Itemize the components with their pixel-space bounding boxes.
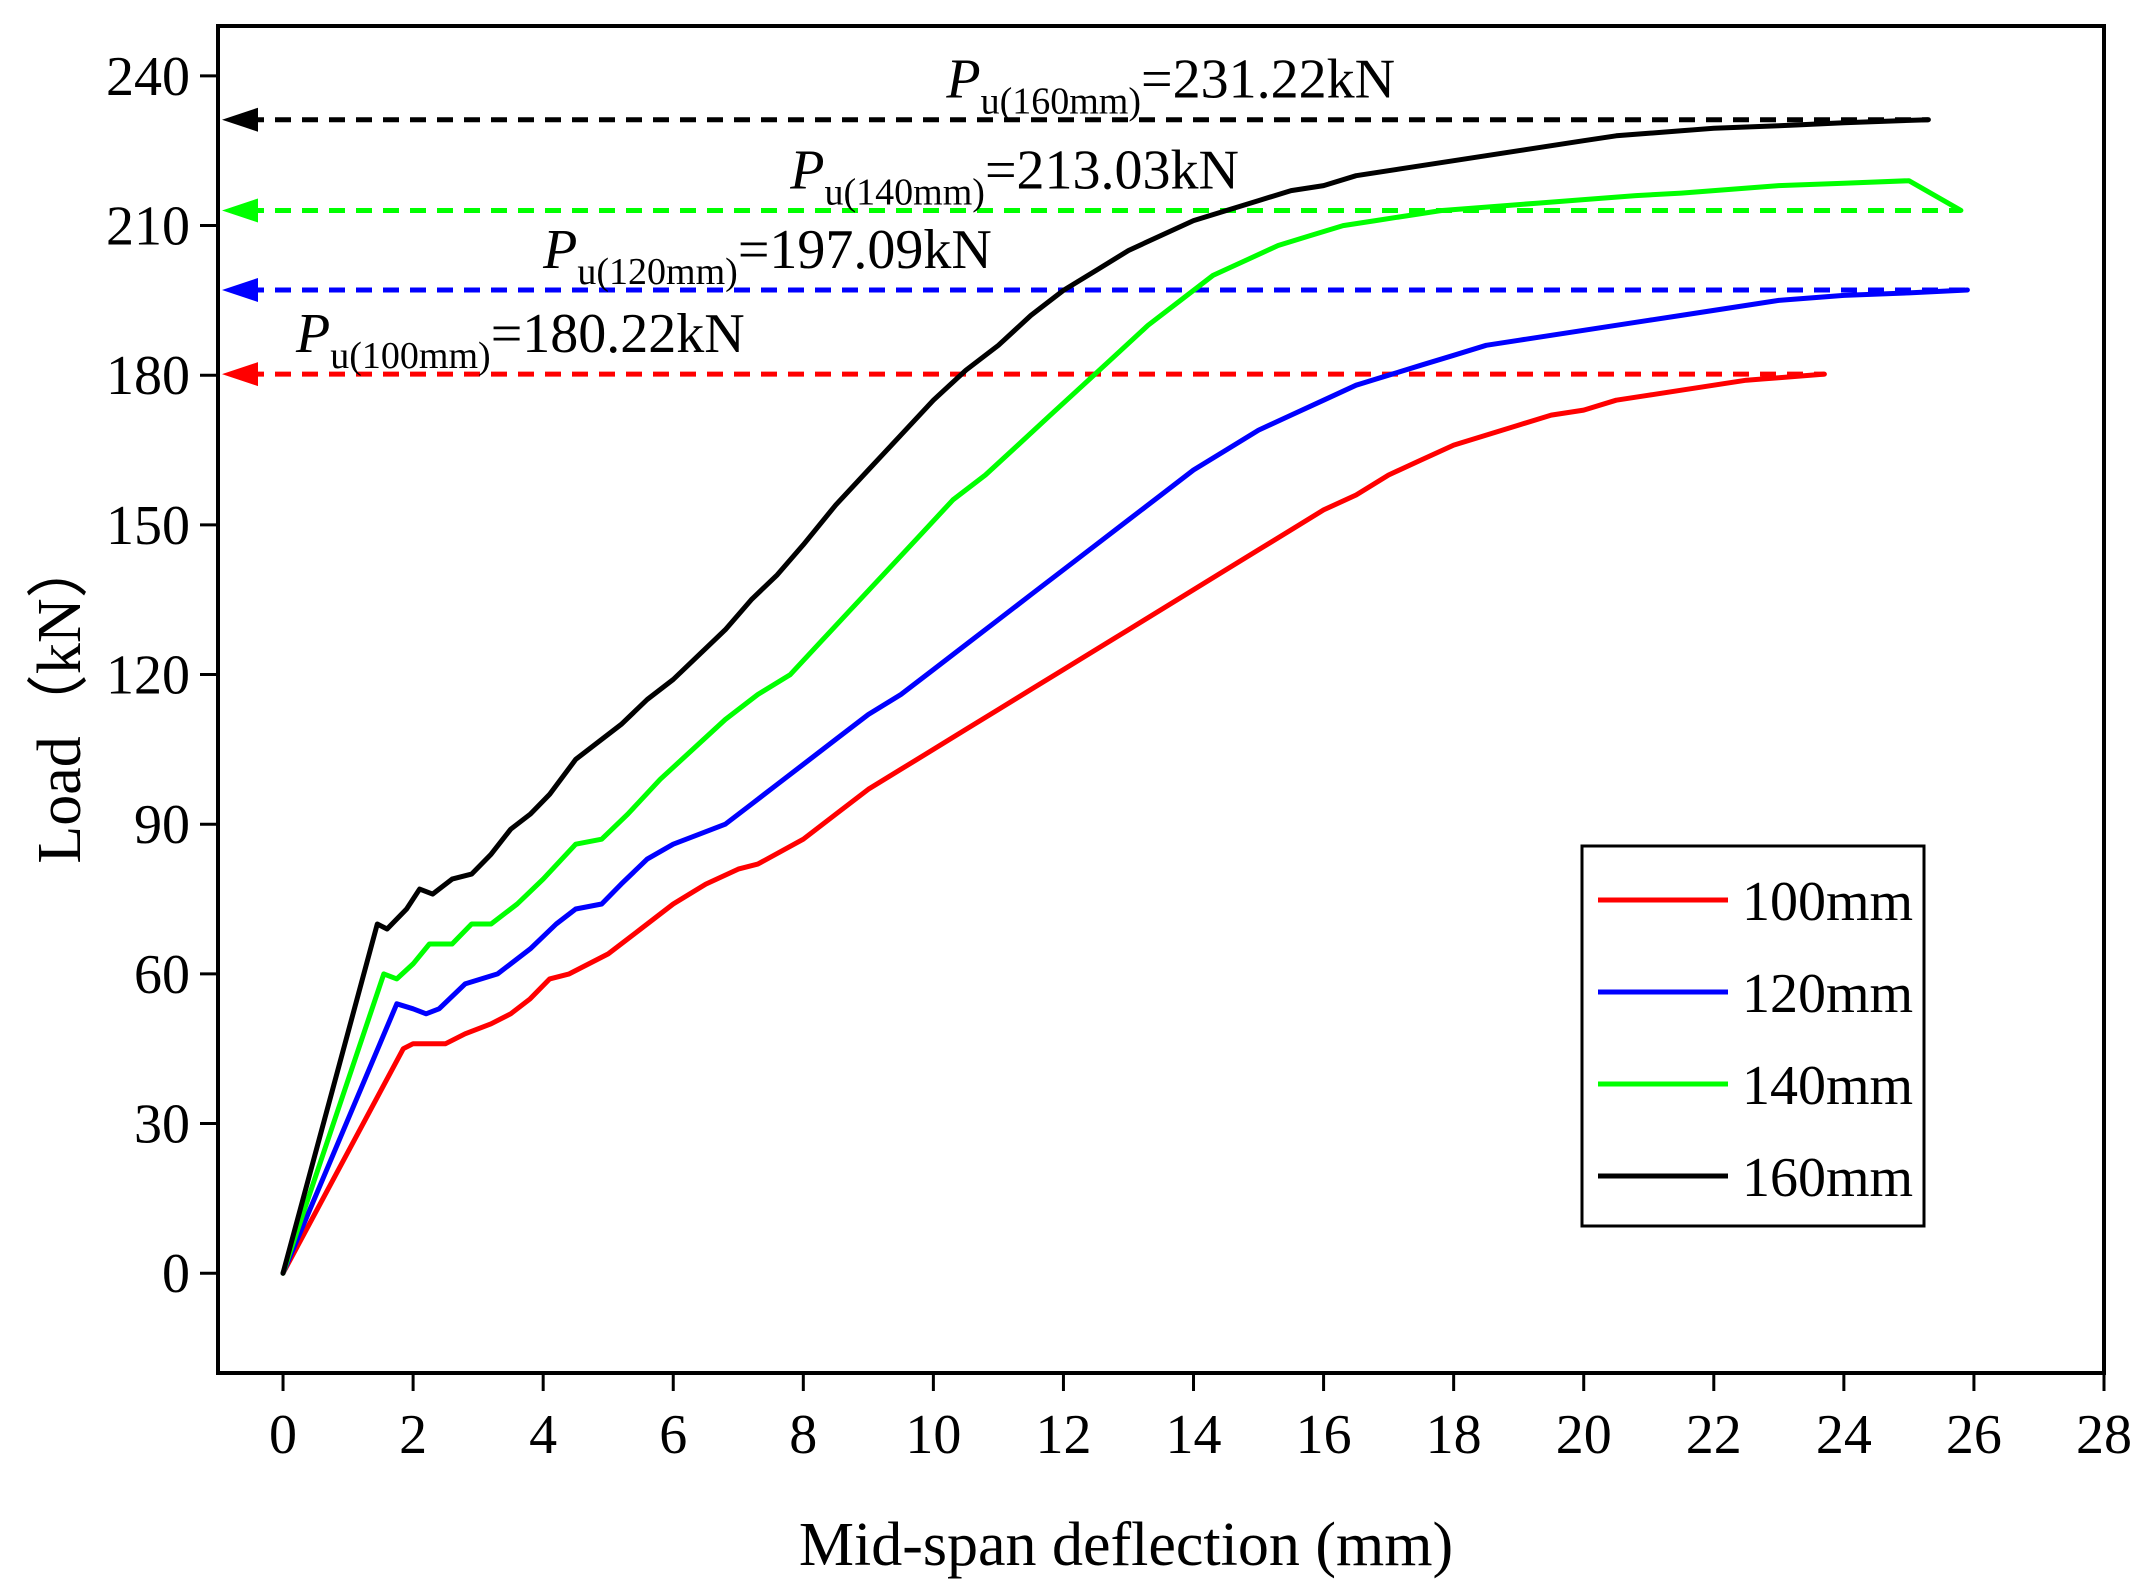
y-axis-title: Load（kN） [26,536,94,863]
y-tick-label: 210 [106,196,190,258]
series-line-100mm [280,371,1827,1276]
anno-value: =213.03kN [985,139,1239,201]
x-tick-label: 16 [1296,1404,1352,1466]
x-tick-label: 6 [659,1404,687,1466]
anno-symbol: P [542,219,577,281]
arrowhead-icon [222,198,258,223]
legend-label: 120mm [1742,963,1913,1025]
legend: 100mm 120mm 140mm 160mm [1580,844,1926,1228]
anno-subscript: u(160mm) [981,81,1141,123]
axes-layer: 0 2 4 6 8 10 12 14 16 18 20 22 24 26 28030609012015018… [106,46,2132,1466]
y-tick-label: 150 [106,495,190,557]
arrowhead-icon [222,362,258,387]
x-tick-label: 14 [1166,1404,1222,1466]
anno-symbol: P [295,303,330,365]
anno-symbol: P [945,49,980,111]
anno-value: =180.22kN [491,303,745,365]
series-line-120mm [280,287,1970,1276]
x-tick-label: 20 [1556,1404,1612,1466]
x-tick-label: 12 [1035,1404,1091,1466]
x-tick-label: 18 [1426,1404,1482,1466]
y-tick-label: 240 [106,46,190,108]
anno-subscript: u(120mm) [577,251,737,293]
anno-subscript: u(100mm) [330,335,490,377]
arrowhead-icon [222,277,258,302]
y-tick-label: 60 [134,944,190,1006]
series-line-140mm [280,178,1964,1276]
annotation-layer: Pu(160mm)=231.22kNPu(140mm)=213.03kNPu(1… [222,49,1968,387]
anno-subscript: u(140mm) [825,171,985,213]
y-tick-label: 90 [134,794,190,856]
y-tick-label: 120 [106,645,190,707]
x-tick-label: 10 [905,1404,961,1466]
y-tick-label: 0 [162,1243,190,1305]
series-line-160mm [280,117,1931,1276]
anno-symbol: P [789,139,824,201]
x-tick-label: 26 [1946,1404,2002,1466]
x-tick-label: 28 [2076,1404,2132,1466]
anno-value: =197.09kN [738,219,992,281]
x-axis-title: Mid-span deflection (mm) [799,1511,1453,1579]
legend-label: 140mm [1742,1055,1913,1117]
legend-frame [1580,844,1926,1228]
legend-label: 100mm [1742,871,1913,933]
arrowhead-icon [222,107,258,132]
x-tick-label: 0 [269,1404,297,1466]
ultimate-load-label: Pu(160mm)=231.22kN [945,49,1395,123]
x-tick-label: 2 [399,1404,427,1466]
x-tick-label: 8 [789,1404,817,1466]
ultimate-load-label: Pu(140mm)=213.03kN [789,139,1239,213]
legend-label: 160mm [1742,1147,1913,1209]
ultimate-load-label: Pu(100mm)=180.22kN [295,303,745,377]
x-tick-label: 4 [529,1404,557,1466]
x-tick-label: 22 [1686,1404,1742,1466]
ultimate-load-label: Pu(120mm)=197.09kN [542,219,992,293]
y-tick-label: 180 [106,345,190,407]
y-tick-label: 30 [134,1094,190,1156]
plot-frame [216,24,2106,1375]
anno-value: =231.22kN [1141,49,1395,111]
x-tick-label: 24 [1816,1404,1872,1466]
series-layer [280,117,1970,1276]
